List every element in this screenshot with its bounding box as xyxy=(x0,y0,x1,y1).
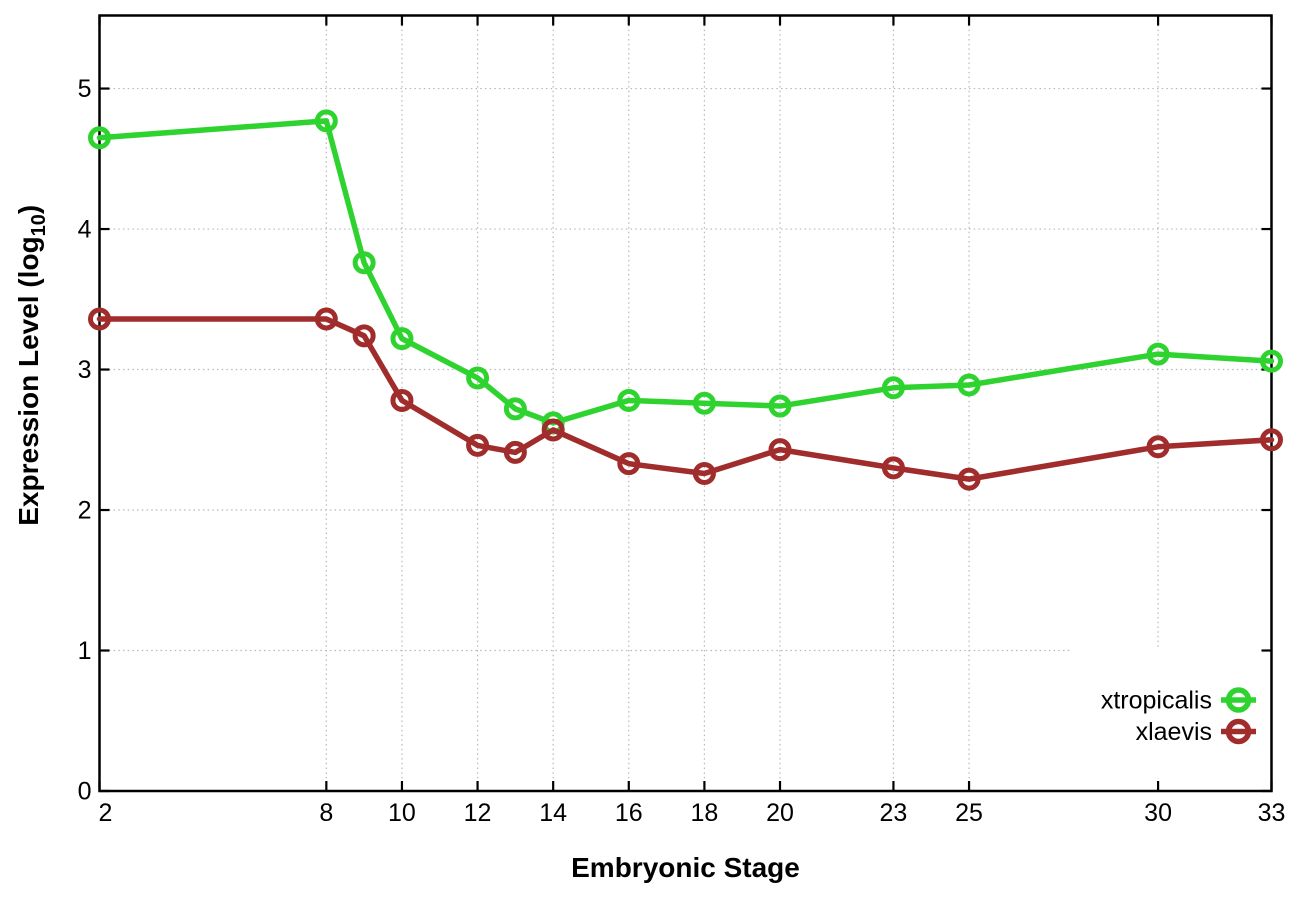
data-point-xlaevis xyxy=(692,461,716,485)
x-tick-label: 33 xyxy=(1258,799,1286,827)
data-point-xtropicalis xyxy=(768,394,792,418)
data-point-xtropicalis xyxy=(503,397,527,421)
data-point-xlaevis xyxy=(1146,435,1170,459)
data-point-xtropicalis xyxy=(957,373,981,397)
x-axis-title: Embryonic Stage xyxy=(571,852,800,883)
data-point-xtropicalis xyxy=(314,109,338,133)
data-point-xlaevis xyxy=(503,440,527,464)
data-point-xlaevis xyxy=(541,418,565,442)
legend-label: xtropicalis xyxy=(1101,687,1212,715)
y-tick-label: 1 xyxy=(78,637,92,665)
x-tick-label: 2 xyxy=(99,799,113,827)
data-point-xtropicalis xyxy=(88,126,111,150)
axis-ticks xyxy=(98,15,1273,793)
plot-border xyxy=(98,14,1273,793)
y-tick-label: 0 xyxy=(78,778,92,806)
y-tick-label: 4 xyxy=(78,216,92,244)
data-point-xlaevis xyxy=(314,307,338,331)
data-point-xtropicalis xyxy=(466,366,490,390)
data-point-xlaevis xyxy=(352,324,376,348)
x-tick-label: 8 xyxy=(319,799,333,827)
data-point-xtropicalis xyxy=(1146,342,1170,366)
legend-marker-icon xyxy=(1225,687,1252,713)
data-point-xlaevis xyxy=(1260,428,1283,452)
data-point-xlaevis xyxy=(466,433,490,457)
data-point-xtropicalis xyxy=(1260,349,1283,373)
data-point-xtropicalis xyxy=(352,251,376,275)
data-point-xlaevis xyxy=(88,307,111,331)
legend: xtropicalis xlaevis xyxy=(1101,687,1256,746)
x-tick-label: 25 xyxy=(955,799,983,827)
legend-label: xlaevis xyxy=(1136,718,1212,746)
data-point-xtropicalis xyxy=(617,388,641,412)
data-point-xlaevis xyxy=(957,467,981,491)
data-point-xlaevis xyxy=(768,438,792,462)
y-tick-label: 2 xyxy=(78,497,92,525)
legend-marker-icon xyxy=(1225,718,1252,745)
series-line-xlaevis xyxy=(96,316,1275,482)
x-tick-label: 18 xyxy=(690,799,718,827)
x-tick-label: 20 xyxy=(766,799,794,827)
series-xtropicalis xyxy=(88,109,1283,435)
x-tick-label: 23 xyxy=(880,799,908,827)
y-tick-label: 3 xyxy=(78,356,92,384)
x-tick-label: 12 xyxy=(464,799,492,827)
y-axis-title: Expression Level (log10) xyxy=(13,205,50,526)
data-point-xtropicalis xyxy=(390,327,414,351)
series-line-xtropicalis xyxy=(96,118,1275,426)
data-point-xtropicalis xyxy=(881,376,905,400)
data-point-xlaevis xyxy=(617,452,641,476)
legend-background xyxy=(1072,649,1290,778)
x-tick-label: 30 xyxy=(1144,799,1172,827)
data-point-xlaevis xyxy=(390,388,414,412)
data-point-xlaevis xyxy=(881,456,905,480)
y-tick-label: 5 xyxy=(78,75,92,103)
x-tick-label: 10 xyxy=(388,799,416,827)
series-xlaevis xyxy=(88,307,1283,491)
data-point-xtropicalis xyxy=(692,391,716,415)
x-tick-label: 14 xyxy=(539,799,567,827)
x-tick-label: 16 xyxy=(615,799,643,827)
